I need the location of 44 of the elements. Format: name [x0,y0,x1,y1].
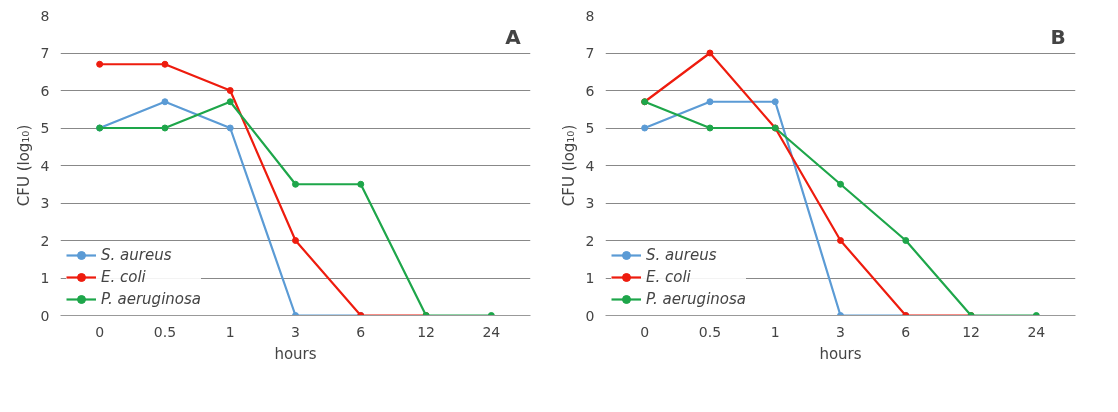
x-tick-label: 0.5 [153,323,177,340]
y-axis-title: CFU (log₁₀) [14,124,33,207]
legend-label: E. coli [101,268,146,286]
x-tick-label: 24 [1027,323,1046,340]
legend-label: P. aeruginosa [646,290,746,308]
annotation: B [1050,24,1066,49]
annotation: A [505,24,522,49]
y-tick-label: 0 [585,307,595,324]
y-tick-label: 8 [585,7,595,24]
x-tick-label: 6 [901,323,911,340]
x-axis-title: hours [274,344,317,363]
y-tick-label: 6 [40,82,50,99]
x-tick-label: 24 [482,323,501,340]
y-tick-label: 4 [585,157,595,174]
x-tick-label: 6 [356,323,366,340]
legend-label: E. coli [646,268,691,286]
y-tick-label: 5 [40,120,50,136]
x-tick-label: 3 [291,323,300,340]
y-tick-label: 4 [40,157,50,174]
y-tick-label: 2 [40,232,50,249]
y-tick-label: 1 [40,270,50,286]
x-tick-label: 1 [225,323,235,340]
y-tick-label: 1 [585,270,595,286]
y-tick-label: 7 [585,45,595,61]
y-tick-label: 6 [585,82,595,99]
x-tick-label: 12 [417,323,435,340]
legend-label: S. aureus [646,246,717,264]
y-tick-label: 8 [40,7,50,24]
y-axis-title: CFU (log₁₀) [559,124,578,207]
x-axis-title: hours [819,344,862,363]
y-tick-label: 3 [585,195,595,211]
y-tick-label: 3 [40,195,50,211]
x-tick-label: 3 [836,323,845,340]
y-tick-label: 2 [585,232,595,249]
x-tick-label: 0 [640,323,650,340]
x-tick-label: 0 [95,323,105,340]
legend-label: S. aureus [101,246,172,264]
y-tick-label: 0 [40,307,50,324]
x-tick-label: 12 [962,323,980,340]
x-tick-label: 1 [770,323,780,340]
y-tick-label: 5 [585,120,595,136]
x-tick-label: 0.5 [698,323,722,340]
y-tick-label: 7 [40,45,50,61]
legend-label: P. aeruginosa [101,290,201,308]
